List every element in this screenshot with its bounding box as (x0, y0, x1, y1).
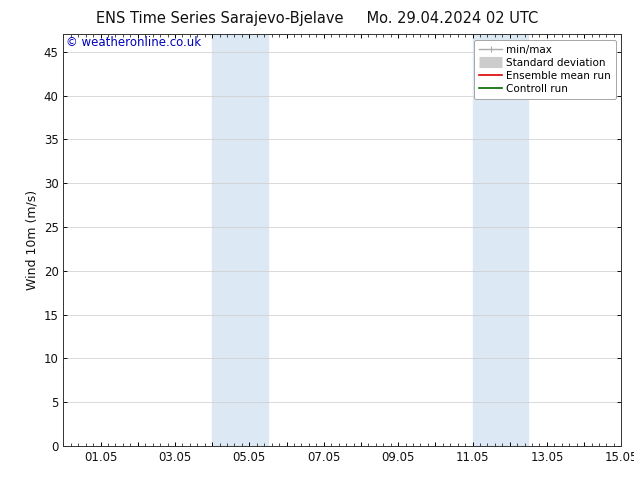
Bar (472, 34, 528, 446)
Y-axis label: Wind 10m (m/s): Wind 10m (m/s) (25, 190, 38, 290)
Bar (212, 34, 268, 446)
Legend: min/max, Standard deviation, Ensemble mean run, Controll run: min/max, Standard deviation, Ensemble me… (474, 40, 616, 99)
Text: © weatheronline.co.uk: © weatheronline.co.uk (66, 36, 202, 49)
Text: ENS Time Series Sarajevo-Bjelave     Mo. 29.04.2024 02 UTC: ENS Time Series Sarajevo-Bjelave Mo. 29.… (96, 11, 538, 26)
